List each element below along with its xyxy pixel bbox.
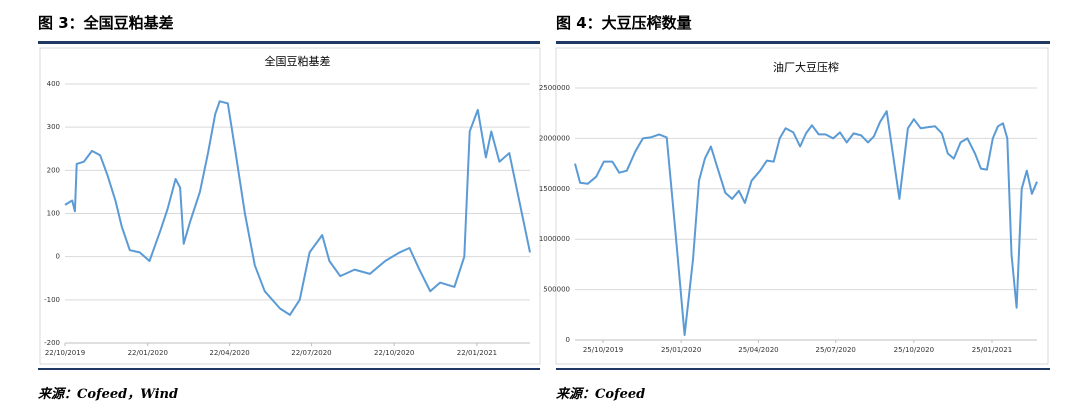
y-tick-label: 400 [47, 80, 60, 88]
x-tick-label: 22/01/2021 [457, 349, 497, 357]
y-tick-label: 2500000 [539, 84, 570, 92]
chart-title: 全国豆粕基差 [265, 54, 331, 68]
y-tick-label: 100 [47, 210, 60, 218]
x-tick-label: 22/07/2020 [291, 349, 331, 357]
x-tick-label: 25/01/2021 [972, 346, 1012, 354]
y-tick-label: -200 [44, 339, 60, 347]
chart-frame [39, 47, 541, 365]
y-tick-label: 1500000 [539, 185, 570, 193]
chart-frame [555, 47, 1049, 365]
y-tick-label: 300 [47, 123, 60, 131]
x-tick-label: 25/07/2020 [816, 346, 856, 354]
x-tick-label: 22/10/2020 [374, 349, 414, 357]
data-line [64, 100, 531, 316]
figure-heading: 图 4：大豆压榨数量 [556, 14, 692, 32]
x-tick-label: 22/10/2019 [45, 349, 85, 357]
y-tick-label: 1000000 [539, 235, 570, 243]
rule [556, 41, 1050, 44]
y-tick-label: 2000000 [539, 134, 570, 142]
x-tick-label: 25/01/2020 [661, 346, 701, 354]
y-tick-label: 200 [47, 166, 60, 174]
x-tick-label: 22/01/2020 [128, 349, 168, 357]
x-tick-label: 25/04/2020 [738, 346, 778, 354]
source: 来源：Cofeed，Wind [38, 387, 179, 402]
figure-heading: 图 3：全国豆粕基差 [38, 14, 174, 32]
x-tick-label: 25/10/2020 [894, 346, 934, 354]
source: 来源：Cofeed [556, 387, 646, 402]
y-tick-label: 500000 [543, 286, 570, 294]
rule [38, 41, 540, 44]
x-tick-label: 25/10/2019 [583, 346, 623, 354]
data-line [574, 110, 1038, 336]
y-tick-label: -100 [44, 296, 60, 304]
y-tick-label: 0 [56, 253, 60, 261]
y-tick-label: 0 [566, 336, 570, 344]
rule [556, 368, 1050, 370]
x-tick-label: 22/04/2020 [209, 349, 249, 357]
rule [38, 368, 540, 370]
chart-title: 油厂大豆压榨 [773, 60, 839, 74]
